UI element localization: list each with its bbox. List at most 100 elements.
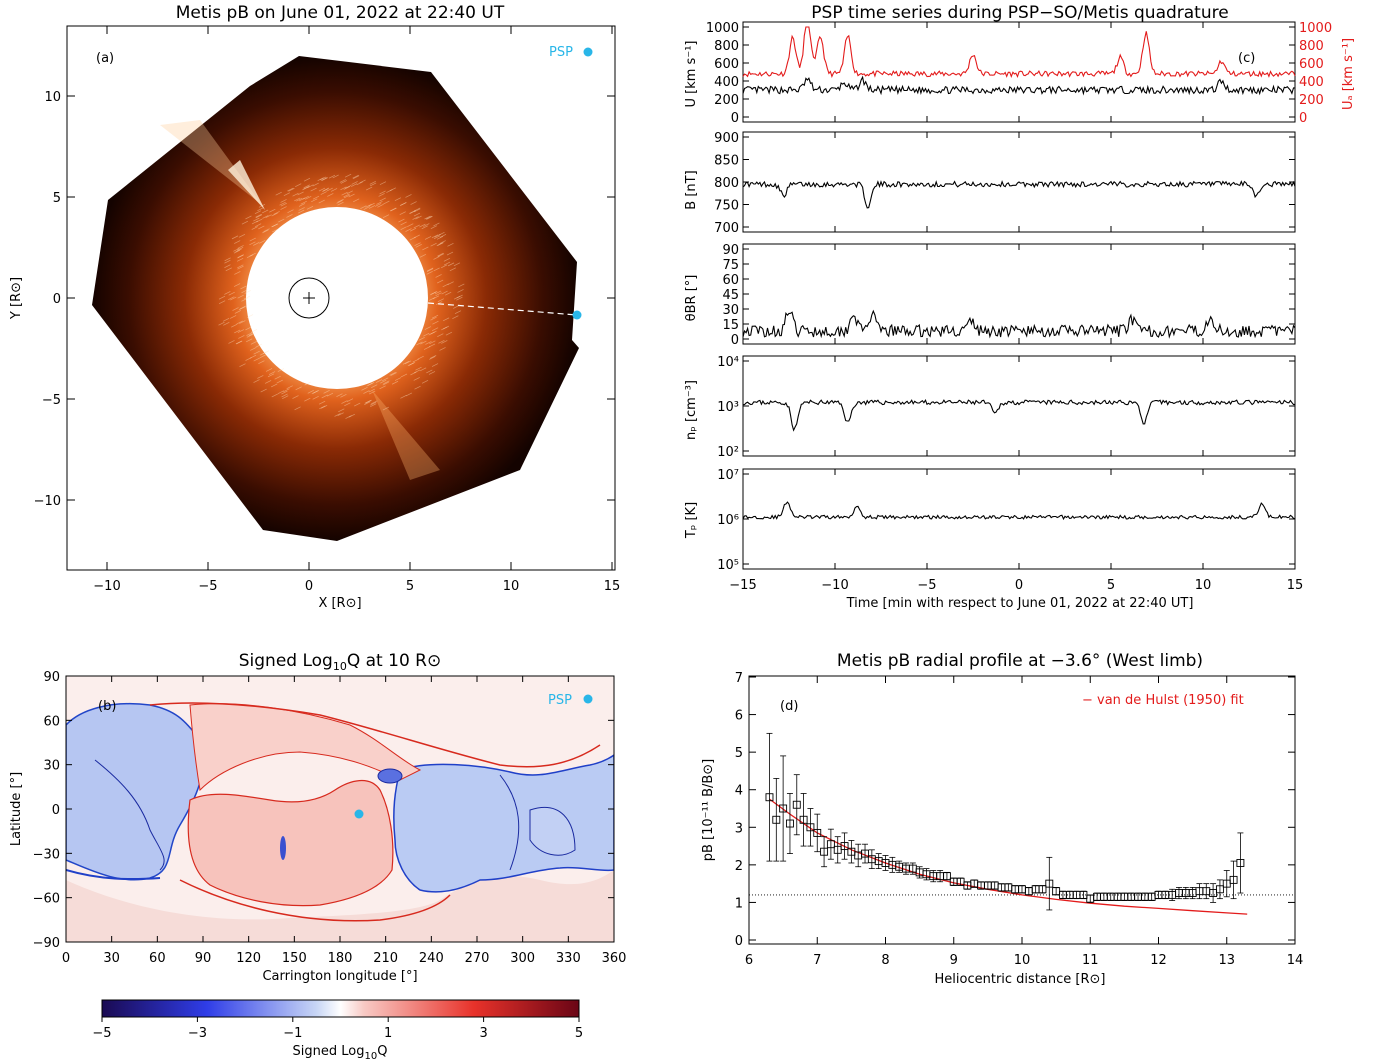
corona-noise [389, 372, 396, 376]
corona-noise [442, 325, 450, 330]
corona-noise [348, 413, 355, 418]
panel-c: PSP time series during PSP−SO/Metis quad… [684, 3, 1356, 611]
c-ytick-label: 750 [714, 199, 739, 214]
corona-noise [414, 208, 421, 213]
b-xtick-label: 270 [465, 951, 490, 966]
corona-noise [382, 406, 390, 411]
corona-noise [436, 301, 443, 305]
corona-noise [245, 357, 252, 361]
corona-noise [431, 327, 439, 332]
corona-noise [267, 373, 275, 378]
c-ytick-label: 75 [722, 258, 739, 273]
corona-noise [295, 183, 302, 187]
c-subplot-frame [742, 355, 1296, 457]
corona-noise [263, 228, 270, 233]
corona-noise [283, 388, 290, 393]
corona-noise [249, 252, 256, 257]
b-xtick-label: 150 [282, 951, 307, 966]
panel-c-ua-ylabel: Uₐ [km s⁻¹] [1341, 38, 1356, 110]
occulter-disk [246, 207, 428, 389]
corona-noise [237, 265, 244, 270]
panel-b: Signed Log10Q at 10 R⊙ [9, 651, 626, 1062]
corona-noise [238, 335, 245, 339]
panel-b-ticks: 0 30 60 90 120 150 180 210 240 270 300 330 360906030… [33, 670, 627, 966]
panel-a-ylabel: Y [R⊙] [9, 277, 24, 320]
c-ytick-label-right: 800 [1299, 39, 1324, 54]
colorbar-label-main: Signed Log [293, 1044, 365, 1059]
corona-noise [429, 340, 436, 345]
d-xtick-label: 11 [1082, 953, 1099, 968]
corona-noise [298, 197, 306, 202]
corona-noise [400, 373, 408, 378]
corona-noise [336, 200, 343, 204]
a-xtick-label: 15 [604, 579, 621, 594]
c-xtick-label: 5 [1107, 578, 1115, 593]
corona-noise [236, 257, 244, 262]
corona-noise [280, 202, 287, 207]
corona-noise [343, 186, 350, 190]
data-point [1045, 879, 1054, 888]
corona-noise [435, 274, 442, 278]
corona-noise [431, 234, 439, 239]
corona-noise [390, 372, 397, 376]
data-point [779, 804, 788, 813]
corona-noise [250, 341, 258, 345]
corona-noise [379, 385, 386, 390]
corona-noise [456, 294, 463, 299]
c-ytick-label: 10⁷ [717, 468, 739, 483]
qmap-negative-region-east [393, 754, 614, 893]
corona-noise [360, 205, 367, 210]
corona-noise [361, 387, 368, 391]
panel-b-title: Signed Log10Q at 10 R⊙ [239, 651, 441, 673]
corona-noise [248, 332, 255, 337]
corona-noise [410, 201, 417, 205]
corona-noise [312, 195, 320, 200]
streamer-sw [372, 390, 440, 480]
corona-noise [322, 187, 330, 192]
corona-noise [234, 329, 241, 334]
corona-noise [297, 191, 304, 196]
corona-noise [302, 195, 309, 200]
corona-noise [456, 296, 463, 301]
corona-noise [319, 176, 327, 181]
c-ytick-label-right: 0 [1299, 111, 1307, 126]
corona-noise [237, 254, 244, 258]
corona-noise [246, 332, 253, 336]
corona-noise [433, 222, 440, 227]
corona-noise [438, 232, 445, 236]
d-xtick-label: 7 [813, 953, 821, 968]
c-xtick-label: 0 [1015, 578, 1023, 593]
corona-noise [408, 362, 416, 366]
qmap-red-patch-north [189, 703, 422, 792]
corona-noise [255, 343, 263, 348]
b-xtick-label: 120 [236, 951, 261, 966]
corona-noise [277, 390, 285, 395]
corona-noise [379, 190, 386, 195]
corona-noise [430, 225, 438, 230]
corona-noise [436, 235, 444, 240]
corona-noise [341, 400, 348, 404]
corona-noise [426, 369, 433, 374]
corona-noise [439, 234, 447, 238]
corona-noise [425, 215, 432, 220]
data-point [826, 840, 835, 849]
corona-noise [255, 213, 262, 218]
corona-noise [365, 186, 373, 191]
corona-noise [253, 350, 260, 355]
corona-noise [294, 197, 301, 202]
corona-noise [287, 187, 294, 192]
corona-noise [326, 187, 333, 192]
corona-noise [407, 223, 414, 227]
colorbar-label-rest: Q [377, 1044, 387, 1059]
corona-noise [238, 306, 246, 311]
corona-noise [258, 360, 265, 364]
panel-b-ylabel: Latitude [°] [9, 772, 24, 846]
corona-noise [430, 355, 437, 359]
corona-noise [249, 354, 257, 359]
panel-d-xlabel: Heliocentric distance [R⊙] [935, 972, 1106, 987]
c-ytick-label: 10⁴ [717, 355, 739, 370]
c-ytick-label: 90 [722, 243, 739, 258]
corona-noise [447, 243, 454, 247]
series-B [742, 180, 1296, 209]
corona-noise [424, 236, 432, 240]
